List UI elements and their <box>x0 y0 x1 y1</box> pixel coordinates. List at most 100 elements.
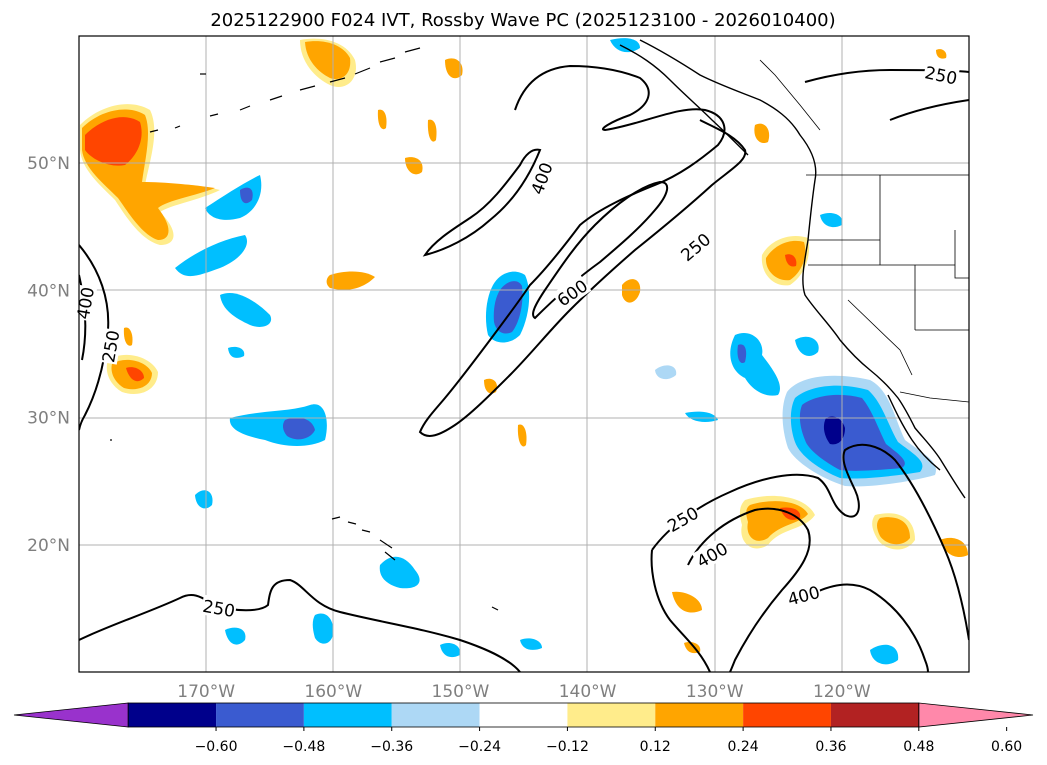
contour-label-halo <box>71 284 98 322</box>
ivt-contour-400-southeast <box>687 507 811 672</box>
colorbar-extension-low <box>13 702 129 728</box>
colorbar-segment <box>216 703 304 727</box>
positive-anomaly-region <box>754 123 770 144</box>
negative-anomaly-shading <box>175 38 936 665</box>
colorbar-tick-label: 0.36 <box>815 739 846 755</box>
gridlines <box>79 36 969 672</box>
colorbar-segment <box>391 703 480 727</box>
negative-anomaly-region <box>520 638 542 650</box>
negative-anomaly-region <box>220 292 272 327</box>
coastlines <box>110 39 966 611</box>
ivt-contour-400-southeast-inner <box>809 583 929 672</box>
negative-anomaly-region <box>493 281 523 334</box>
positive-anomaly-shading <box>80 38 968 654</box>
negative-anomaly-region <box>823 416 845 445</box>
lat-tick-label: 30°N <box>27 409 70 429</box>
ivt-contour-250-dateline <box>79 244 110 431</box>
alaska-panhandle-coastline <box>619 44 749 156</box>
colorbar: −0.60 −0.48 −0.36 −0.24 −0.12 0.12 0.24 0.36 0.4… <box>13 702 1034 755</box>
colorbar-tick-label: 0.60 <box>991 739 1022 755</box>
colorbar-segment <box>128 703 217 727</box>
positive-anomaly-region <box>445 58 463 79</box>
positive-anomaly-region <box>377 109 387 130</box>
negative-anomaly-region <box>379 556 420 589</box>
colorbar-segment <box>303 703 392 727</box>
longitude-tick-labels: 170°W 160°W 150°W 140°W 130°W 120°W <box>177 682 871 702</box>
contour-label-halo <box>200 594 238 621</box>
contour-label-halo <box>525 158 557 198</box>
figure-title: 2025122900 F024 IVT, Rossby Wave PC (202… <box>210 10 835 31</box>
ivt-contour-250-southeast <box>651 443 969 641</box>
negative-anomaly-region <box>685 411 718 422</box>
positive-anomaly-region <box>877 517 910 545</box>
lat-tick-label: 50°N <box>27 154 70 174</box>
negative-anomaly-region <box>820 213 843 228</box>
lon-tick-label: 120°W <box>813 682 871 702</box>
colorbar-segment <box>479 703 568 727</box>
ivt-contour-600-core <box>532 180 669 320</box>
positive-anomaly-region <box>85 117 142 166</box>
aleutian-islands <box>149 47 421 133</box>
lon-tick-label: 160°W <box>304 682 362 702</box>
positive-anomaly-region <box>126 367 144 382</box>
positive-anomaly-region <box>305 41 351 80</box>
political-borders <box>759 59 969 403</box>
map-background <box>79 36 969 672</box>
colorbar-tick-label: −0.48 <box>282 739 325 755</box>
colorbar-outline <box>127 702 920 728</box>
colorbar-tick-label: 0.24 <box>728 739 759 755</box>
colorbar-extension-high <box>918 702 1034 728</box>
contour-label: 400 <box>784 580 823 611</box>
negative-anomaly-region <box>175 235 248 277</box>
ivt-contours <box>79 64 969 672</box>
us-mexico-border <box>899 391 969 403</box>
positive-anomaly-region <box>940 537 968 558</box>
contour-label: 250 <box>97 327 124 365</box>
state-borders <box>808 175 969 376</box>
colorbar-tick-label: −0.24 <box>458 739 501 755</box>
negative-anomaly-region <box>610 38 640 53</box>
negative-anomaly-region <box>205 175 262 220</box>
ivt-contour-400-southeast-outer <box>650 549 711 672</box>
positive-anomaly-region <box>405 157 423 175</box>
colorbar-tick-label: −0.12 <box>546 739 589 755</box>
positive-anomaly-region <box>123 327 133 346</box>
lon-tick-label: 130°W <box>686 682 744 702</box>
positive-anomaly-region <box>765 240 806 281</box>
negative-anomaly-region <box>870 644 899 665</box>
lat-tick-label: 20°N <box>27 536 70 556</box>
colorbar-tick-label: 0.48 <box>903 739 934 755</box>
positive-anomaly-region <box>622 279 641 303</box>
colorbar-segment <box>743 703 831 727</box>
colorbar-segment <box>830 703 919 727</box>
negative-anomaly-region <box>240 187 253 204</box>
contour-label-halo <box>784 580 823 609</box>
negative-anomaly-region <box>225 627 246 645</box>
alaska-canada-border <box>759 59 821 131</box>
lon-tick-label: 150°W <box>432 682 490 702</box>
positive-anomaly-region <box>672 591 702 613</box>
negative-anomaly-region <box>195 490 213 509</box>
small-island <box>491 606 499 611</box>
contour-label: 400 <box>71 284 99 322</box>
ivt-contour-400-north <box>418 64 747 437</box>
map-frame <box>78 35 970 673</box>
baja-california-coastline <box>887 394 941 471</box>
hawaii-islands <box>331 516 396 561</box>
lon-tick-label: 140°W <box>559 682 617 702</box>
contour-label-halo <box>662 501 703 536</box>
colorbar-segment <box>655 703 744 727</box>
contour-label-halo <box>552 274 592 311</box>
negative-anomaly-region <box>737 344 747 364</box>
negative-anomaly-region <box>440 643 461 658</box>
colorbar-tick-label: −0.36 <box>370 739 413 755</box>
contour-label-halo <box>922 61 960 88</box>
colorbar-tick-label: −0.60 <box>195 739 238 755</box>
negative-anomaly-region <box>655 365 677 380</box>
negative-anomaly-region <box>282 417 315 440</box>
positive-anomaly-region <box>326 271 375 290</box>
ivt-contour-250-east <box>889 99 969 121</box>
negative-anomaly-region <box>312 613 334 644</box>
